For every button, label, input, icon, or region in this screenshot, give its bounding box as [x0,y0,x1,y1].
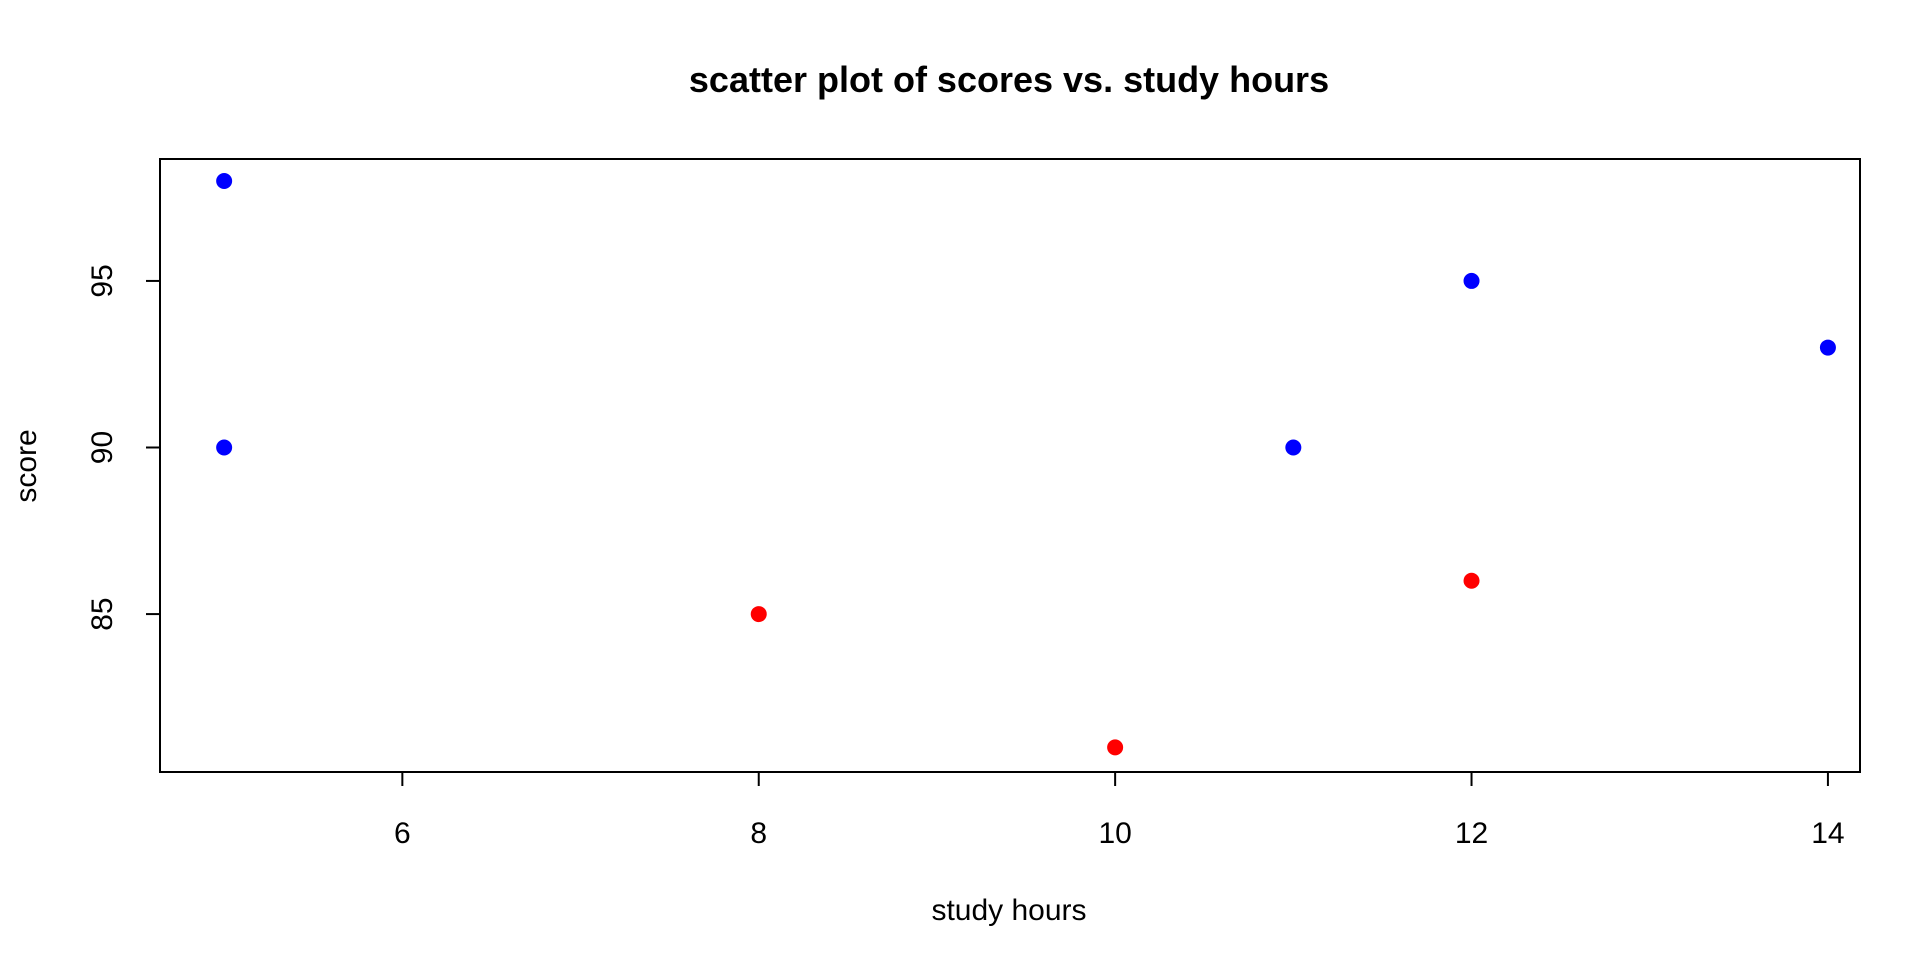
plot-area-frame [159,158,1861,773]
data-point [216,439,233,456]
x-tick-label: 10 [1098,817,1131,850]
x-tick-label: 6 [394,817,411,850]
y-tick-label: 95 [86,264,119,297]
y-tick-label: 85 [86,597,119,630]
data-point [216,172,233,189]
x-tick-label: 12 [1455,817,1488,850]
y-axis: 85 90 95 [86,264,161,631]
x-axis: 6 8 10 12 14 [394,771,1845,850]
x-tick-label: 8 [750,817,767,850]
chart-title: scatter plot of scores vs. study hours [689,59,1329,100]
data-point [750,606,767,623]
data-point [1819,339,1836,356]
y-tick-label: 90 [86,431,119,464]
y-axis-label: score [10,429,43,502]
data-point [1463,572,1480,589]
x-tick-label: 14 [1811,817,1844,850]
data-points [216,172,1836,756]
data-point [1107,739,1124,756]
data-point [1463,272,1480,289]
data-point [1285,439,1302,456]
x-axis-label: study hours [931,894,1086,927]
